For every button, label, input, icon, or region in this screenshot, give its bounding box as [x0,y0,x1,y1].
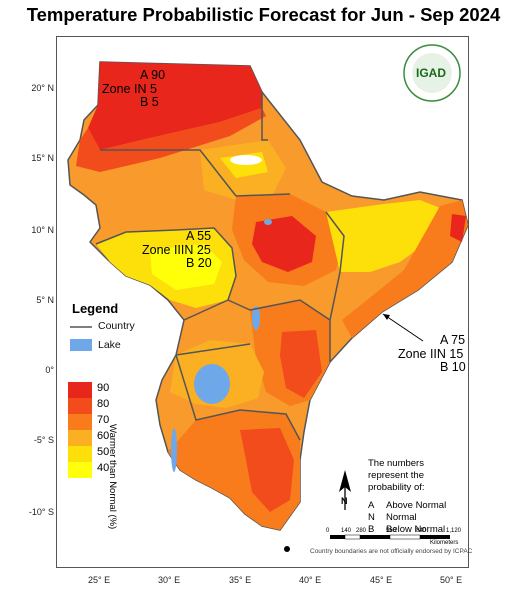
igad-logo-inner [412,53,452,93]
lon-label: 25° E [88,575,111,585]
colorbar-swatch [68,462,92,478]
lake-tana [264,219,272,225]
colorbar-level: 60 [97,430,110,442]
lat-label: -5° S [33,435,54,445]
lon-label: 30° E [158,575,181,585]
colorbar-swatch [68,414,92,430]
zone3-light [150,244,222,290]
note-intro: The numbers represent the probability of… [368,458,425,493]
zone1-b: B 5 [140,95,159,109]
colorbar-title: Warmer than Normal (%) [107,424,118,530]
note-text: Above Normal [386,500,447,511]
scale-unit: Kilometers [430,540,459,546]
somalia-orange [342,200,468,338]
zone1-n: N 5 [137,81,157,96]
note-row-below: B Below Normal [368,524,464,536]
probability-note: The numbers represent the probability of… [368,458,464,536]
scale-tick: 560 [386,528,397,534]
zone3-a: A 55 [186,229,212,243]
country-borders [95,92,345,441]
lake-victoria [194,364,230,404]
map-title: Temperature Probabilistic Forecast for J… [26,4,501,25]
colorbar-swatch [68,430,92,446]
scale-tick: 280 [356,528,367,534]
zone1-name: Zone I [102,81,138,96]
colorbar [68,382,92,478]
lake-tanganyika [171,428,177,472]
colorbar-level: 50 [97,446,110,458]
lat-label: 15° N [31,153,54,163]
zone3-row: Zone IIIN 25 [142,242,212,258]
note-key: N [368,512,375,523]
note-key: A [368,500,375,511]
igad-logo-text: IGAD [416,66,446,80]
lat-label: 10° N [31,225,54,235]
lat-label: 5° N [36,295,54,305]
lon-label: 35° E [229,575,252,585]
zone1-orange-band [76,108,266,172]
scale-tick: 140 [341,528,352,534]
disclaimer: Country boundaries are not officially en… [310,548,473,555]
lat-label: -10° S [28,507,54,517]
lat-label: 0° [45,365,54,375]
colorbar-swatch [68,446,92,462]
zone1-red [88,62,262,150]
lon-label: 40° E [299,575,322,585]
zone1-a: A 90 [140,68,166,82]
zone2-arrow-head [383,314,390,320]
zone2-a: A 75 [440,333,466,347]
zone3-b: B 20 [186,256,212,270]
lake-turkana [252,306,260,330]
somalia-yellow [326,200,450,272]
zone2-n: N 15 [436,346,464,361]
scale-tick: 840 [416,528,427,534]
tanzania-red [240,428,294,512]
zone1-row: Zone IN 5 [102,81,165,97]
legend-lake-label: Lake [98,339,121,351]
zone3-n: N 25 [184,242,211,257]
colorbar-level: 70 [97,414,110,426]
zone2-name: Zone II [398,346,437,361]
scale-tick: 1,120 [446,528,462,534]
colorbar-level: 80 [97,398,110,410]
zone3-name: Zone III [142,242,185,257]
legend-lake-swatch [70,339,92,351]
legend-title: Legend [72,301,119,316]
legend-country-label: Country [98,320,135,332]
note-text: Below Normal [386,524,446,535]
zone2-row: Zone IIN 15 [398,346,466,362]
scale-tick: 0 [326,528,330,534]
colorbar-swatch [68,398,92,414]
lat-label: 20° N [31,83,54,93]
sudan-white [230,155,262,165]
north-label: N [341,496,348,506]
igad-logo: IGAD [402,44,460,102]
zone3-label: A 55 Zone IIIN 25 B 20 [142,229,212,271]
colorbar-swatch [68,382,92,398]
zone2-arrow [382,313,424,342]
zone1-label: A 90 Zone IN 5 B 5 [102,68,166,110]
zone2-b: B 10 [440,360,466,374]
north-arrow-icon [339,470,351,510]
note-text: Normal [386,512,417,523]
colorbar-level: 40 [97,462,110,474]
somalia-red-tip [450,214,466,242]
note-row-above: A Above Normal [368,500,464,512]
zone2-label: A 75 Zone IIN 15 B 10 [398,333,466,375]
note-key: B [368,524,375,535]
lon-label: 50° E [440,575,463,585]
copyright-icon [284,546,290,552]
lon-label: 45° E [370,575,393,585]
colorbar-level: 90 [97,382,110,394]
ethiopia-red [252,216,316,272]
scale-bar [330,534,450,540]
note-row-normal: N Normal [368,512,464,524]
kenya-red [280,330,322,398]
